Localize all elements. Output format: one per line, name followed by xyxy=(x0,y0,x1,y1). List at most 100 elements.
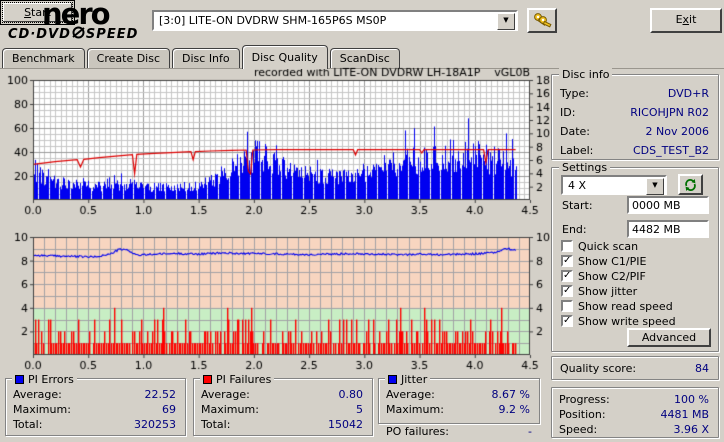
drive-selector[interactable]: [3:0] LITE-ON DVDRW SHM-165P6S MS0P ▼ xyxy=(152,10,518,31)
checkbox-label: Quick scan xyxy=(578,239,639,253)
start-button-label: Start xyxy=(24,6,51,19)
stats-title: PI Failures xyxy=(216,373,272,386)
checkbox-show-read-speed[interactable] xyxy=(561,300,573,312)
checkbox-label: Show jitter xyxy=(578,284,638,298)
row-label: Position: xyxy=(559,408,606,421)
row-value: DVD+R xyxy=(667,87,709,100)
info-row: Position: 4481 MB xyxy=(552,407,718,422)
disc-info-rows: Type: DVD+R ID: RICOHJPN R02 Date: 2 Nov 2006… xyxy=(552,84,718,160)
settings-group: Settings 4 X ▼ Start: End: Quick scan ✓ Sh… xyxy=(551,161,719,352)
row-label: Speed: xyxy=(559,423,598,436)
start-button[interactable]: Start xyxy=(0,0,75,25)
tab-disc-info[interactable]: Disc Info xyxy=(172,48,240,69)
end-label: End: xyxy=(562,223,587,236)
stats-legend: Jitter xyxy=(385,373,431,386)
row-label: ID: xyxy=(560,106,576,119)
tab-benchmark[interactable]: Benchmark xyxy=(2,48,85,69)
drive-tools-button[interactable] xyxy=(527,8,557,33)
info-row: Label: CDS_TEST_B2 xyxy=(552,141,718,160)
disc-icon xyxy=(72,26,85,43)
start-input[interactable] xyxy=(627,196,709,214)
exit-button-label: Exit xyxy=(675,13,697,26)
checkbox-row-quick-scan[interactable]: Quick scan xyxy=(561,239,676,253)
chevron-down-icon[interactable]: ▼ xyxy=(646,178,664,195)
row-value: 3.96 X xyxy=(673,423,709,436)
scan-speed-select[interactable]: 4 X ▼ xyxy=(561,175,667,195)
checkbox-quick-scan[interactable] xyxy=(561,240,573,252)
stats-rows: Average: 8.67 % Maximum: 9.2 % xyxy=(379,387,539,417)
series-marker xyxy=(203,375,212,384)
row-label: Progress: xyxy=(559,393,610,406)
series-marker xyxy=(15,375,24,384)
po-failures-row: PO failures: - xyxy=(380,425,540,438)
pie-write-speed-chart xyxy=(5,66,550,224)
info-row: ID: RICOHJPN R02 xyxy=(552,103,718,122)
pif-jitter-chart xyxy=(5,228,550,375)
stats-title: PI Errors xyxy=(28,373,74,386)
tab-scandisc[interactable]: ScanDisc xyxy=(329,48,400,69)
info-row: Average: 22.52 xyxy=(13,388,176,401)
quality-score-group: Quality score: 84 xyxy=(551,356,719,380)
end-input[interactable] xyxy=(627,220,709,238)
checkbox-row-show-write-speed[interactable]: ✓ Show write speed xyxy=(561,314,676,328)
refresh-button[interactable] xyxy=(678,174,703,195)
disc-info-group: Disc info Type: DVD+R ID: RICOHJPN R02 Date:… xyxy=(551,68,719,160)
info-row: Progress: 100 % xyxy=(552,392,718,407)
row-label: Date: xyxy=(560,125,590,138)
logo-subtitle: CD·DVD SPEED xyxy=(8,26,139,43)
stats-jitter: Jitter Average: 8.67 % Maximum: 9.2 % xyxy=(378,373,540,424)
advanced-button-label: Advanced xyxy=(641,331,697,344)
row-value: 2 Nov 2006 xyxy=(645,125,709,138)
settings-title: Settings xyxy=(559,161,611,174)
stats-pi-errors: PI Errors Average: 22.52 Maximum: 69 Total: 32… xyxy=(5,373,186,436)
tab-disc-quality[interactable]: Disc Quality xyxy=(241,45,328,69)
info-row: Maximum: 5 xyxy=(201,403,363,416)
checkbox-show-c2-pif[interactable]: ✓ xyxy=(561,270,573,282)
stats-legend: PI Errors xyxy=(12,373,77,386)
info-row: Maximum: 69 xyxy=(13,403,176,416)
row-value: 4481 MB xyxy=(660,408,709,421)
po-failures-label: PO failures: xyxy=(386,425,449,438)
advanced-button[interactable]: Advanced xyxy=(627,328,711,347)
checkbox-label: Show C2/PIF xyxy=(578,269,646,283)
keys-icon xyxy=(532,13,552,32)
info-row: Average: 8.67 % xyxy=(386,388,530,401)
logo-nero-text: nero xyxy=(42,0,111,31)
quality-score-value: 84 xyxy=(695,361,709,375)
checkbox-row-show-c2-pif[interactable]: ✓ Show C2/PIF xyxy=(561,269,676,283)
checkbox-show-jitter[interactable]: ✓ xyxy=(561,285,573,297)
stats-rows: Average: 0.80 Maximum: 5 Total: 15042 xyxy=(194,387,372,432)
checkbox-show-c1-pie[interactable]: ✓ xyxy=(561,255,573,267)
po-failures-value: - xyxy=(528,425,532,438)
info-row: Total: 320253 xyxy=(13,418,176,431)
tab-create-disc[interactable]: Create Disc xyxy=(86,48,171,69)
stats-rows: Average: 22.52 Maximum: 69 Total: 320253 xyxy=(6,387,185,432)
start-label: Start: xyxy=(562,199,593,212)
stats-title: Jitter xyxy=(401,373,428,386)
stats-pi-failures: PI Failures Average: 0.80 Maximum: 5 Total: 15… xyxy=(193,373,373,436)
progress-rows: Progress: 100 % Position: 4481 MB Speed: 3.96… xyxy=(552,392,718,437)
checkbox-label: Show write speed xyxy=(578,314,676,328)
stats-legend: PI Failures xyxy=(200,373,275,386)
checkbox-row-show-jitter[interactable]: ✓ Show jitter xyxy=(561,284,676,298)
info-row: Speed: 3.96 X xyxy=(552,422,718,437)
refresh-icon xyxy=(683,179,698,195)
checkbox-row-show-c1-pie[interactable]: ✓ Show C1/PIE xyxy=(561,255,676,268)
checkbox-row-show-read-speed[interactable]: Show read speed xyxy=(561,299,676,313)
settings-checkbox-list: Quick scan ✓ Show C1/PIE ✓ Show C2/PIF ✓ Show … xyxy=(561,239,676,328)
series-marker xyxy=(388,375,397,384)
row-value: CDS_TEST_B2 xyxy=(632,144,709,157)
info-row: Maximum: 9.2 % xyxy=(386,403,530,416)
row-label: Label: xyxy=(560,144,594,157)
checkbox-label: Show read speed xyxy=(578,299,673,313)
row-value: 100 % xyxy=(674,393,709,406)
checkbox-show-write-speed[interactable]: ✓ xyxy=(561,315,573,327)
row-label: Type: xyxy=(560,87,589,100)
info-row: Type: DVD+R xyxy=(552,84,718,103)
row-value: RICOHJPN R02 xyxy=(630,106,709,119)
exit-button[interactable]: Exit xyxy=(650,8,722,33)
info-row: Total: 15042 xyxy=(201,418,363,431)
drive-selector-value: [3:0] LITE-ON DVDRW SHM-165P6S MS0P xyxy=(159,14,387,27)
chevron-down-icon[interactable]: ▼ xyxy=(497,13,515,30)
